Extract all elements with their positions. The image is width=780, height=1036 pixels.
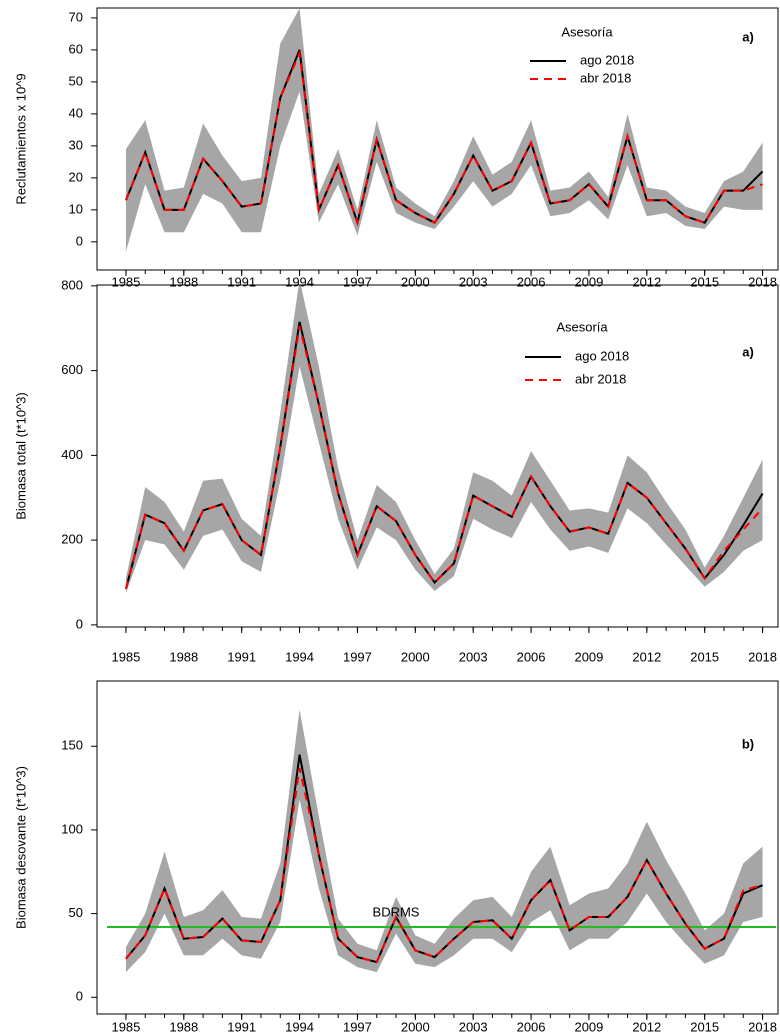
x-tick-label: 2000 (401, 649, 430, 664)
y-tick-label: 0 (76, 989, 83, 1004)
x-tick-label: 2009 (574, 649, 603, 664)
x-tick-label: 2003 (459, 274, 488, 289)
x-tick-label: 2003 (459, 649, 488, 664)
y-tick-label: 60 (69, 41, 83, 56)
plot-frame (96, 284, 779, 628)
y-tick-label: 30 (69, 137, 83, 152)
x-tick-label: 2003 (459, 1019, 488, 1034)
x-tick-label: 2000 (401, 1019, 430, 1034)
legend-label: abr 2018 (580, 70, 631, 85)
y-tick-label: 800 (61, 277, 83, 292)
y-axis-label: Biomasa total (t*10^3) (13, 392, 28, 520)
x-tick-label: 2012 (632, 649, 661, 664)
confidence-band (125, 285, 763, 594)
x-tick-label: 1985 (111, 1019, 140, 1034)
plot-frame (96, 680, 779, 1015)
x-tick-label: 2000 (401, 274, 430, 289)
x-tick-label: 2006 (517, 1019, 546, 1034)
y-tick-label: 600 (61, 362, 83, 377)
series-line (124, 325, 764, 590)
x-tick-label: 1997 (343, 1019, 372, 1034)
x-tick-label: 2009 (574, 274, 603, 289)
y-tick-label: 150 (61, 738, 83, 753)
y-tick-label: 0 (76, 233, 83, 248)
plot-frame (96, 7, 779, 271)
y-tick-label: 70 (69, 9, 83, 24)
x-tick-label: 2015 (690, 649, 719, 664)
x-tick-label: 1994 (285, 1019, 314, 1034)
series-line (124, 321, 764, 590)
x-tick-label: 1991 (227, 649, 256, 664)
series-line (125, 49, 763, 227)
x-tick-label: 2012 (632, 274, 661, 289)
x-tick-label: 1994 (285, 649, 314, 664)
y-tick-label: 20 (69, 169, 83, 184)
legend-label: ago 2018 (580, 52, 634, 67)
panel-label: a) (742, 29, 754, 44)
x-tick-label: 2009 (574, 1019, 603, 1034)
x-tick-label: 2018 (748, 274, 777, 289)
panel-label: a) (742, 344, 754, 359)
x-tick-label: 2018 (748, 649, 777, 664)
y-axis-label: Reclutamientos x 10^9 (13, 73, 28, 204)
y-tick-label: 400 (61, 447, 83, 462)
x-tick-label: 2015 (690, 274, 719, 289)
x-tick-label: 1988 (169, 649, 198, 664)
y-axis-label: Biomasa desovante (t*10^3) (13, 766, 28, 929)
x-tick-label: 1985 (111, 649, 140, 664)
legend-label: ago 2018 (575, 348, 629, 363)
x-tick-label: 1997 (343, 274, 372, 289)
x-tick-label: 1988 (169, 274, 198, 289)
y-tick-label: 100 (61, 821, 83, 836)
y-tick-label: 50 (69, 905, 83, 920)
panel-label: b) (742, 736, 754, 751)
legend-label: abr 2018 (575, 371, 626, 386)
y-tick-label: 40 (69, 105, 83, 120)
x-tick-label: 2012 (632, 1019, 661, 1034)
x-tick-label: 2018 (748, 1019, 777, 1034)
legend-title: Asesoría (561, 24, 613, 39)
x-tick-label: 1994 (285, 274, 314, 289)
y-tick-label: 200 (61, 532, 83, 547)
x-tick-label: 2006 (517, 649, 546, 664)
x-tick-label: 2006 (517, 274, 546, 289)
reference-label: BDRMS (373, 904, 420, 919)
confidence-band (125, 709, 763, 973)
series-line (125, 767, 763, 964)
x-tick-label: 1991 (227, 1019, 256, 1034)
confidence-band (125, 8, 763, 252)
x-tick-label: 1997 (343, 649, 372, 664)
legend-title: Asesoría (556, 319, 608, 334)
y-tick-label: 50 (69, 73, 83, 88)
x-tick-label: 1985 (111, 274, 140, 289)
x-tick-label: 2015 (690, 1019, 719, 1034)
x-tick-label: 1991 (227, 274, 256, 289)
y-tick-label: 0 (76, 616, 83, 631)
y-tick-label: 10 (69, 201, 83, 216)
x-tick-label: 1988 (169, 1019, 198, 1034)
